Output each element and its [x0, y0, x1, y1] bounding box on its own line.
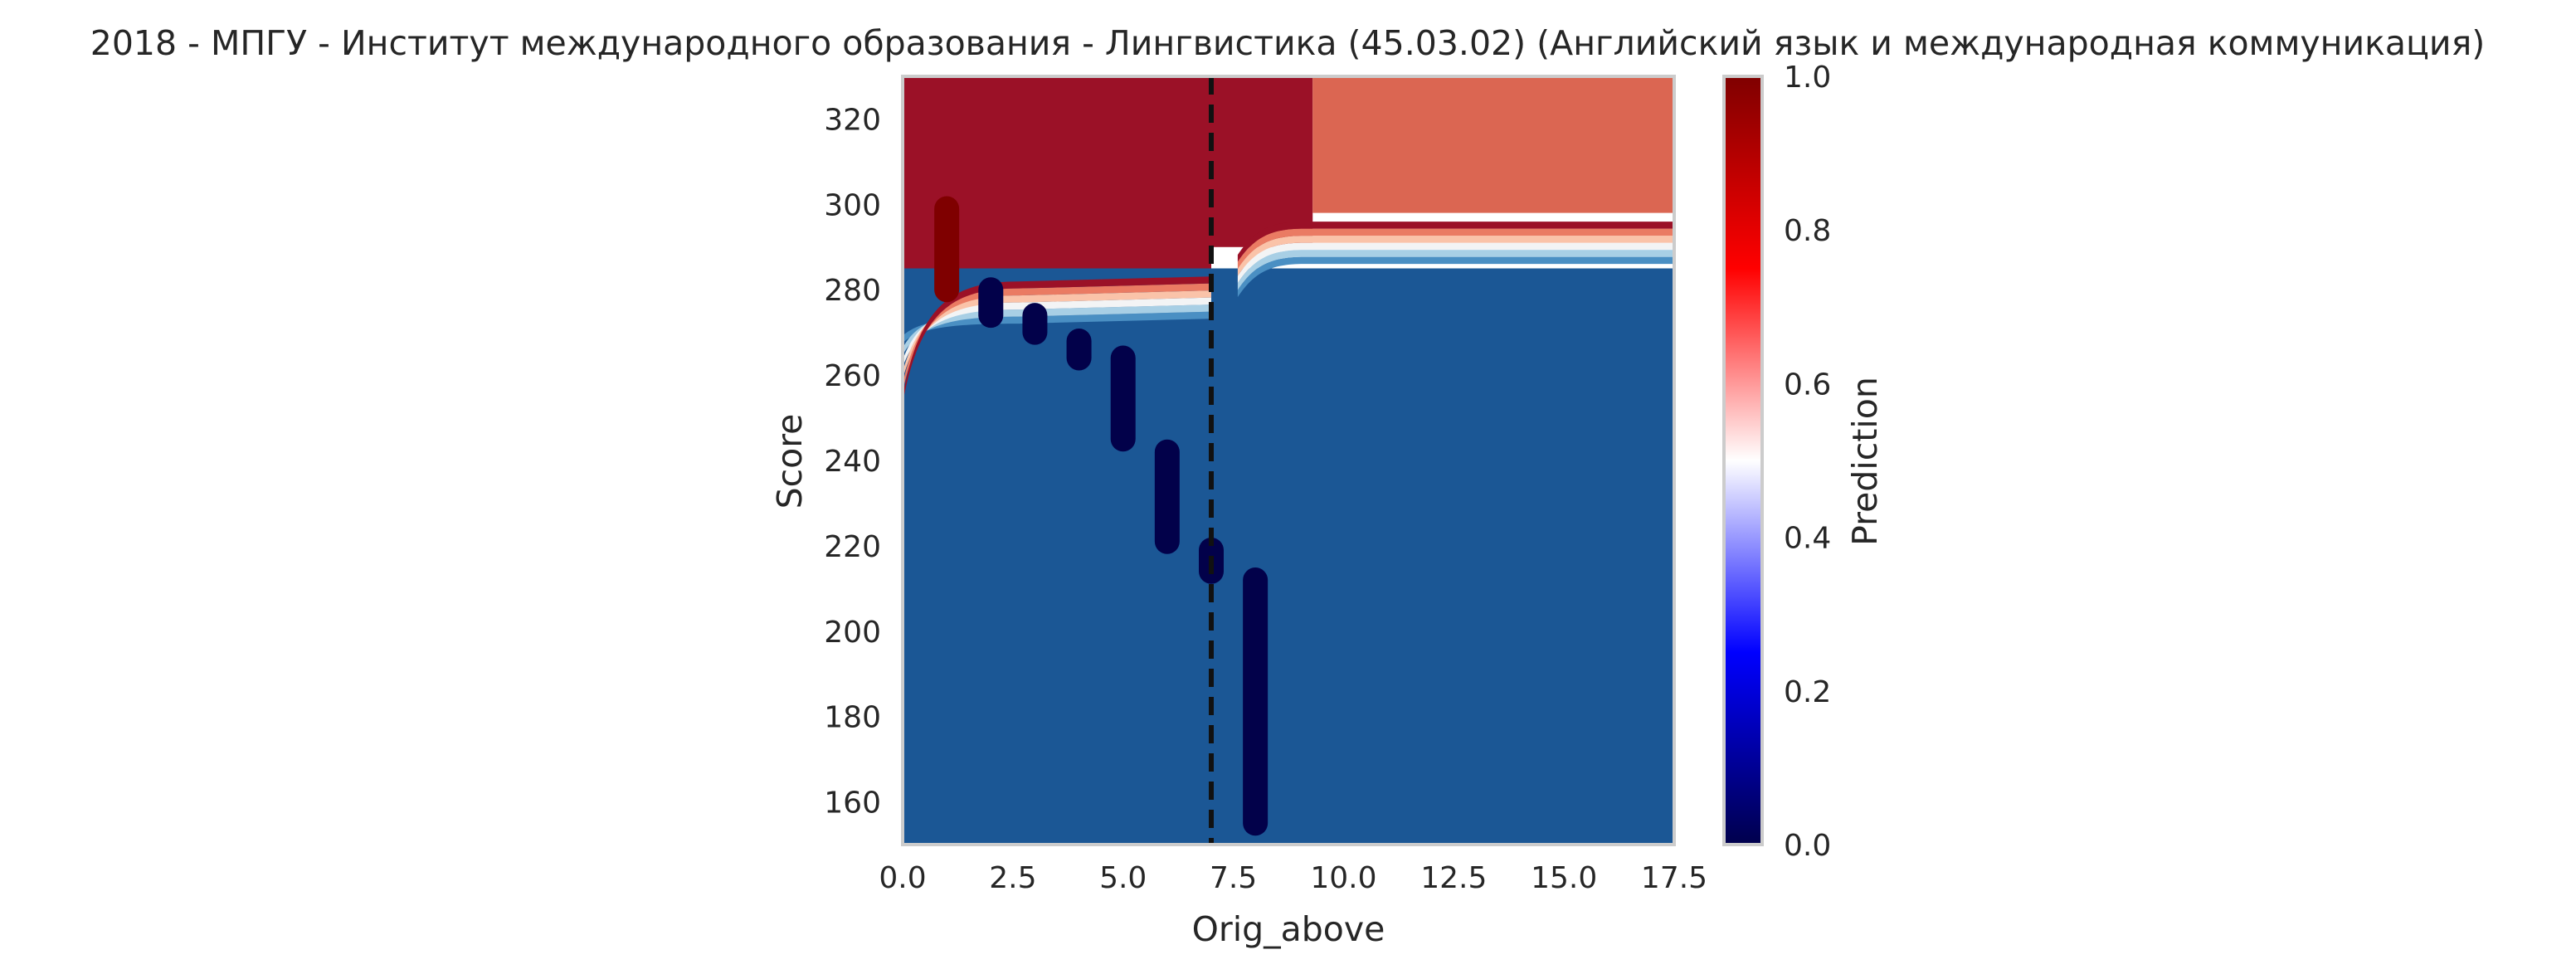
- x-tick-label: 12.5: [1420, 861, 1487, 895]
- y-tick-label: 240: [824, 445, 881, 479]
- decision-region: [1211, 76, 1313, 247]
- y-tick-label: 160: [824, 787, 881, 821]
- boundary-band: [1237, 250, 1674, 290]
- y-tick-label: 320: [824, 103, 881, 137]
- x-tick-label: 17.5: [1641, 861, 1707, 895]
- x-tick-label: 10.0: [1310, 861, 1376, 895]
- plot-area: [903, 76, 1674, 845]
- colorbar-gradient: [1724, 76, 1762, 845]
- colorbar-tick-label: 1.0: [1784, 61, 1831, 95]
- boundary-band: [1237, 242, 1674, 284]
- x-axis-label: Orig_above: [1192, 909, 1385, 949]
- chart-title: 2018 - МПГУ - Институт международного об…: [90, 23, 2485, 63]
- data-points: [934, 196, 1269, 836]
- y-tick-label: 260: [824, 359, 881, 393]
- boundary-band: [1237, 228, 1674, 270]
- plot-frame: [901, 75, 1676, 846]
- decision-region: [1312, 76, 1674, 213]
- x-tick-label: 7.5: [1210, 861, 1257, 895]
- colorbar-tick-label: 0.6: [1784, 368, 1831, 402]
- colorbar-ticks: 0.0 0.2 0.4 0.6 0.8 1.0: [1784, 61, 1831, 863]
- colorbar-tick-label: 0.0: [1784, 829, 1831, 863]
- x-axis-ticks: 0.0 2.5 5.0 7.5 10.0 12.5 15.0 17.5: [879, 861, 1707, 895]
- boundary-band: [1237, 222, 1674, 262]
- x-tick-label: 0.0: [879, 861, 926, 895]
- y-tick-label: 300: [824, 188, 881, 222]
- y-axis-ticks: 160 180 200 220 240 260 280 300 320: [824, 103, 881, 820]
- decision-region: [903, 268, 1674, 845]
- x-tick-label: 2.5: [989, 861, 1036, 895]
- colorbar-tick-label: 0.2: [1784, 675, 1831, 709]
- y-tick-label: 280: [824, 274, 881, 308]
- boundary-band: [903, 297, 1211, 368]
- colorbar-tick-label: 0.8: [1784, 214, 1831, 248]
- colorbar-label: Prediction: [1845, 377, 1885, 546]
- colorbar: 0.0 0.2 0.4 0.6 0.8 1.0 Prediction: [1722, 61, 1885, 863]
- boundary-band: [1237, 256, 1674, 298]
- y-tick-label: 200: [824, 616, 881, 650]
- y-tick-label: 180: [824, 701, 881, 735]
- x-tick-label: 5.0: [1099, 861, 1147, 895]
- colorbar-tick-label: 0.4: [1784, 522, 1831, 556]
- colorbar-frame: [1722, 75, 1764, 846]
- y-axis-label: Score: [770, 414, 810, 509]
- boundary-band: [1237, 236, 1674, 276]
- x-tick-label: 15.0: [1531, 861, 1597, 895]
- decision-regions: [903, 76, 1674, 845]
- y-tick-label: 220: [824, 530, 881, 564]
